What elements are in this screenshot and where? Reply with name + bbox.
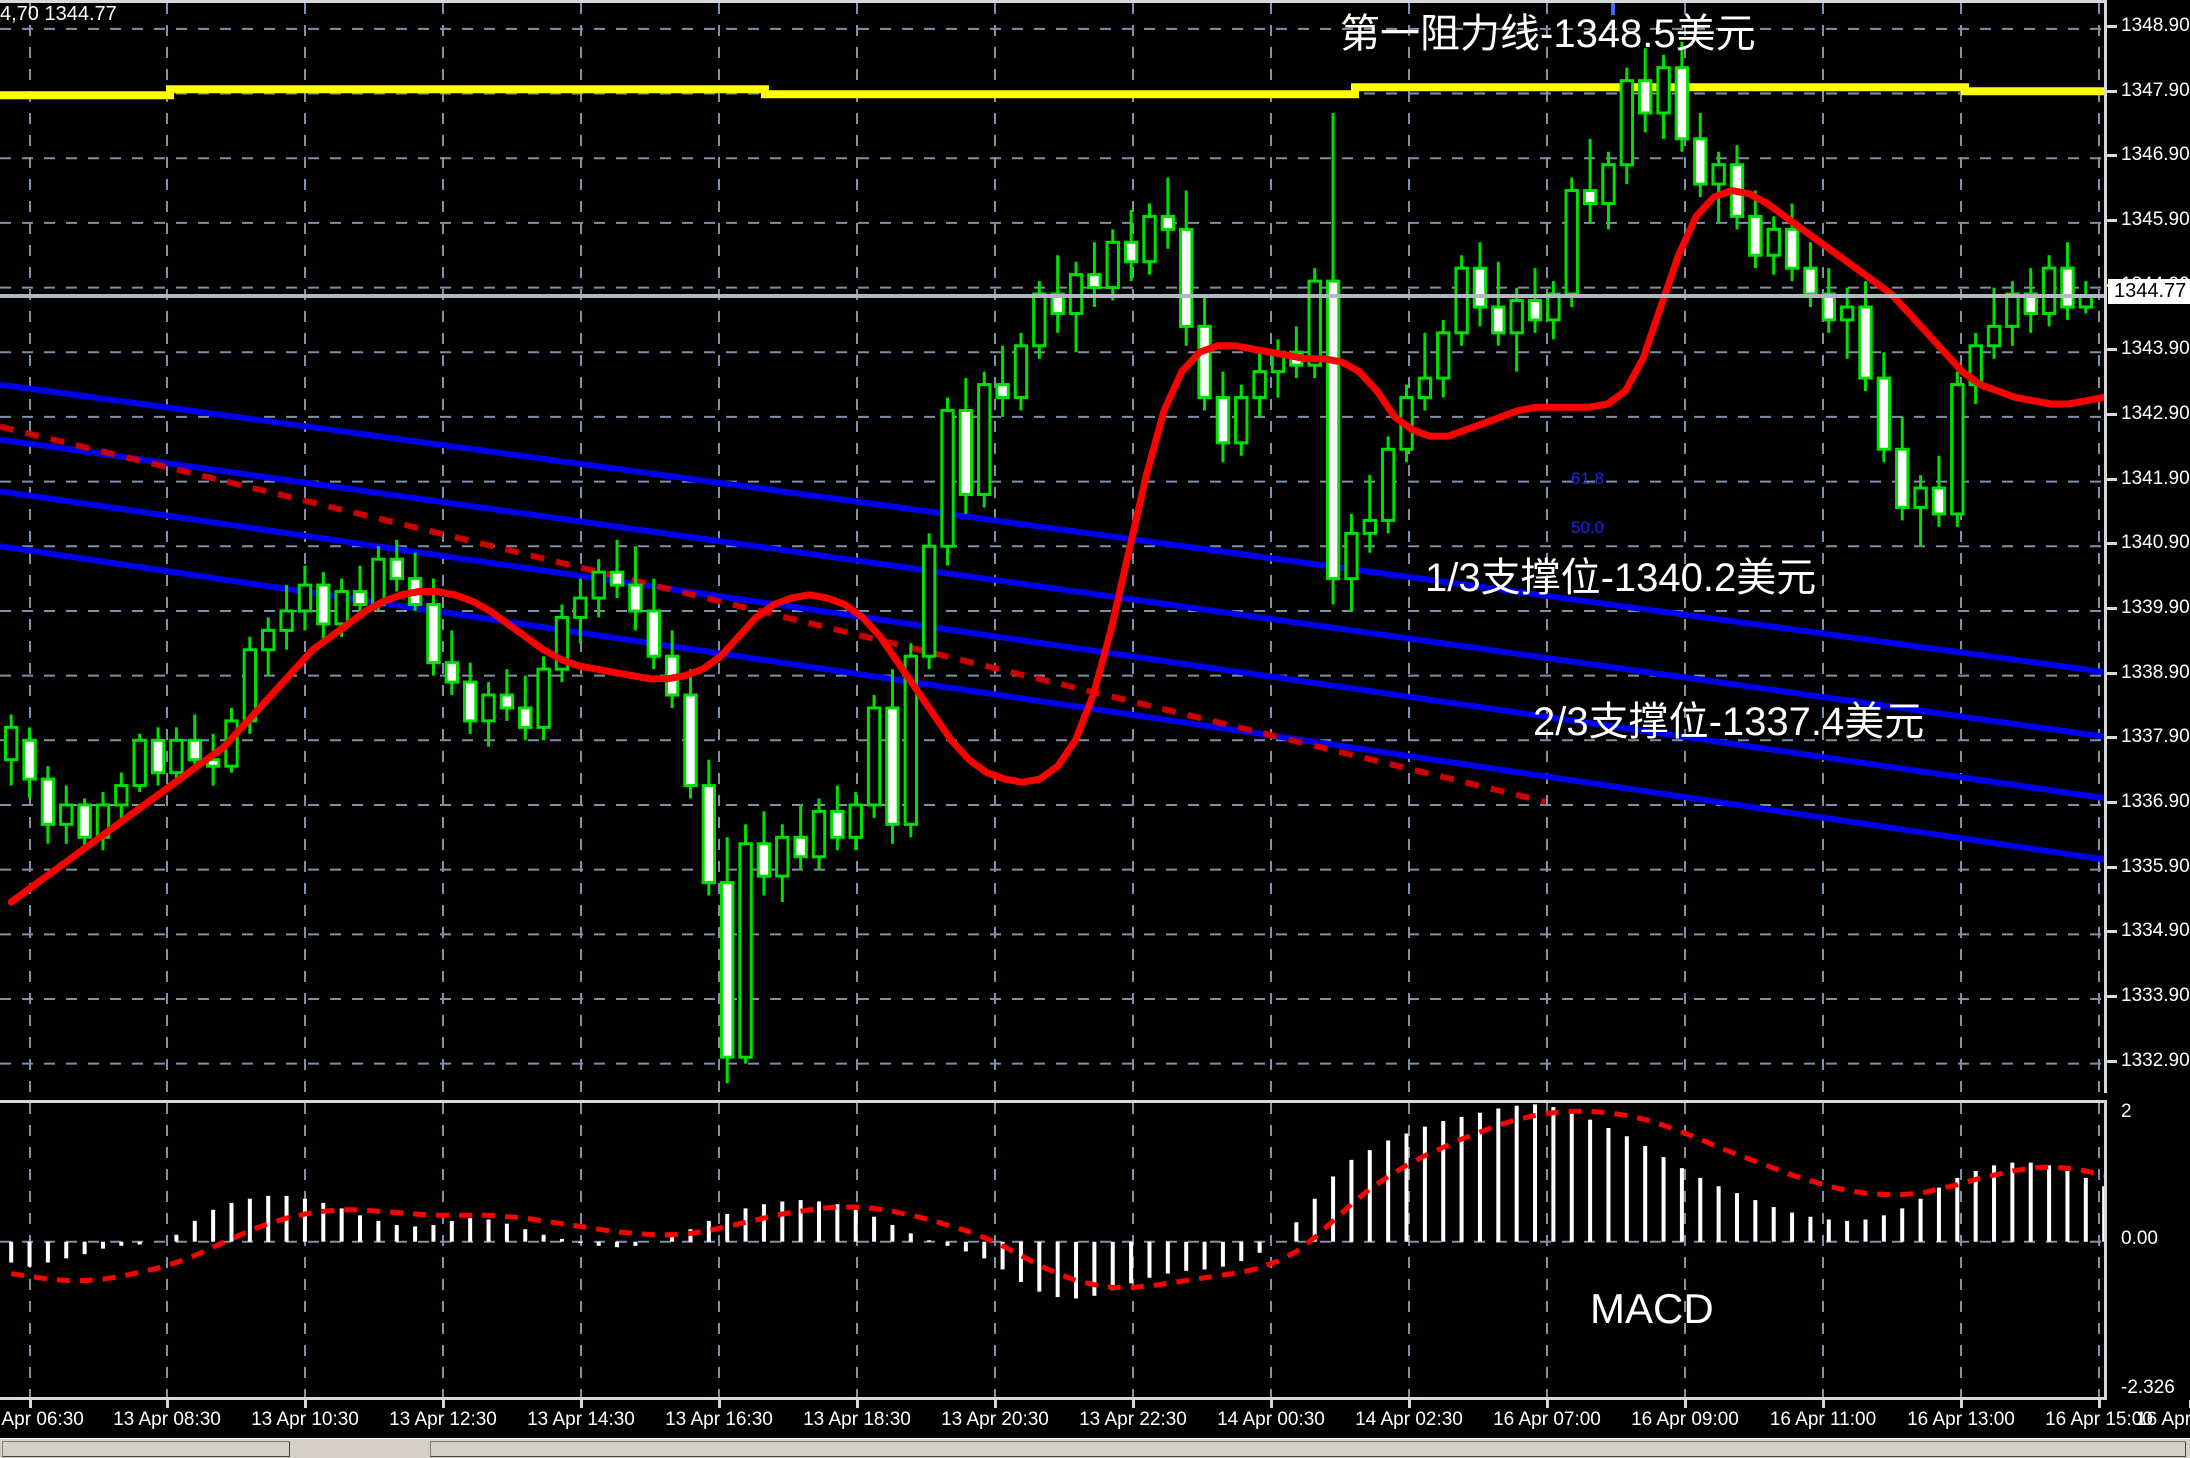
price-tick-label: 1339.90	[2121, 596, 2190, 618]
time-tick-mark	[580, 1400, 583, 1408]
price-tick-mark	[2107, 154, 2117, 158]
price-tick-label: 1340.90	[2121, 532, 2190, 554]
price-tick-label: 1335.90	[2121, 855, 2190, 877]
time-tick-mark	[1132, 1400, 1135, 1408]
fib-level-label: 50.0	[1571, 518, 1605, 537]
price-tick-label: 1346.90	[2121, 144, 2190, 166]
time-tick-mark	[1408, 1400, 1411, 1408]
price-tick-label: 1333.90	[2121, 984, 2190, 1006]
time-tick-mark	[166, 1400, 169, 1408]
price-tick-mark	[2107, 606, 2117, 610]
macd-indicator-panel[interactable]	[0, 1100, 2107, 1400]
price-tick-mark	[2107, 348, 2117, 352]
price-tick-label: 1345.90	[2121, 208, 2190, 230]
time-tick-mark	[1684, 1400, 1687, 1408]
time-tick-mark	[1270, 1400, 1273, 1408]
annotation-resistance-1: 第一阻力线-1348.5美元	[1340, 12, 1756, 56]
price-tick-mark	[2107, 412, 2117, 416]
price-tick-label: 1342.90	[2121, 402, 2190, 424]
price-tick-mark	[2107, 865, 2117, 869]
time-tick-mark	[1546, 1400, 1549, 1408]
taskbar[interactable]	[0, 1438, 2190, 1458]
time-tick-mark	[994, 1400, 997, 1408]
price-axis[interactable]: 1348.901347.901346.901345.901344.901343.…	[2107, 0, 2190, 1400]
price-tick-mark	[2107, 542, 2117, 546]
time-axis[interactable]: 13 Apr 06:30 13 Apr 08:30 13 Apr 10:30 13 A…	[0, 1400, 2190, 1438]
time-tick-mark	[304, 1400, 307, 1408]
time-tick-mark	[1960, 1400, 1963, 1408]
time-tick-mark	[1822, 1400, 1825, 1408]
current-price-badge: 1344.77	[2108, 278, 2190, 304]
price-tick-label: 1343.90	[2121, 338, 2190, 360]
ohlc-readout: 4,70 1344.77	[0, 3, 117, 25]
price-tick-label: 1347.90	[2121, 79, 2190, 101]
price-tick-label: 1338.90	[2121, 661, 2190, 683]
taskbar-button-2[interactable]	[430, 1441, 2186, 1457]
macd-label: MACD	[1590, 1285, 1714, 1332]
time-tick-mark	[442, 1400, 445, 1408]
time-tick-mark	[2098, 1400, 2101, 1408]
price-tick-label: 1337.90	[2121, 726, 2190, 748]
price-tick-label: 1332.90	[2121, 1049, 2190, 1071]
time-tick-mark	[29, 1400, 32, 1408]
price-tick-mark	[2107, 736, 2117, 740]
price-tick-mark	[2107, 218, 2117, 222]
taskbar-button-1[interactable]	[2, 1441, 290, 1457]
fib-level-label: 61.8	[1571, 469, 1605, 488]
time-tick-label: 16 Apr 15:00	[2045, 1409, 2153, 1430]
time-tick-label: 16 Apr 11:00	[1769, 1409, 1877, 1430]
price-chart-panel[interactable]	[0, 0, 2107, 1093]
price-tick-mark	[2107, 1059, 2117, 1063]
price-tick-mark	[2107, 89, 2117, 93]
time-tick-label: 13 Apr 10:30	[251, 1409, 359, 1430]
price-chart-canvas	[0, 3, 2104, 1093]
annotation-support-2-3: 2/3支撑位-1337.4美元	[1533, 700, 1925, 744]
macd-tick-label: 2	[2121, 1101, 2132, 1122]
time-tick-label: 13 Apr 14:30	[527, 1409, 635, 1430]
price-tick-mark	[2107, 477, 2117, 481]
annotation-support-1-3: 1/3支撑位-1340.2美元	[1425, 556, 1817, 600]
time-tick-label: 13 Apr 22:30	[1079, 1409, 1187, 1430]
time-tick-mark	[718, 1400, 721, 1408]
time-tick-label: 16 Apr 09:00	[1631, 1409, 1739, 1430]
macd-tick-label: 0.00	[2121, 1227, 2158, 1249]
price-tick-mark	[2107, 24, 2117, 28]
price-tick-label: 1334.90	[2121, 920, 2190, 942]
time-tick-label: 13 Apr 08:30	[113, 1409, 221, 1430]
price-tick-label: 1341.90	[2121, 467, 2190, 489]
time-tick-label: 13 Apr 16:30	[665, 1409, 773, 1430]
price-tick-mark	[2107, 930, 2117, 934]
price-tick-mark	[2107, 671, 2117, 675]
time-tick-label: 16 Apr 13:00	[1907, 1409, 2015, 1430]
macd-chart-canvas	[0, 1103, 2104, 1397]
price-tick-mark	[2107, 994, 2117, 998]
time-tick-mark	[856, 1400, 859, 1408]
time-tick-label: 13 Apr 12:30	[389, 1409, 497, 1430]
time-tick-label: 13 Apr 06:30	[0, 1409, 84, 1430]
time-tick-label: 16 Apr 17:00	[2136, 1409, 2190, 1430]
price-tick-label: 1348.90	[2121, 14, 2190, 36]
price-tick-mark	[2107, 800, 2117, 804]
time-tick-label: 14 Apr 00:30	[1217, 1409, 1325, 1430]
price-tick-label: 1336.90	[2121, 790, 2190, 812]
macd-tick-label: -2.326	[2121, 1377, 2175, 1398]
time-tick-label: 16 Apr 07:00	[1493, 1409, 1601, 1430]
time-tick-label: 14 Apr 02:30	[1355, 1409, 1463, 1430]
time-tick-label: 13 Apr 18:30	[803, 1409, 911, 1430]
time-tick-label: 13 Apr 20:30	[941, 1409, 1049, 1430]
